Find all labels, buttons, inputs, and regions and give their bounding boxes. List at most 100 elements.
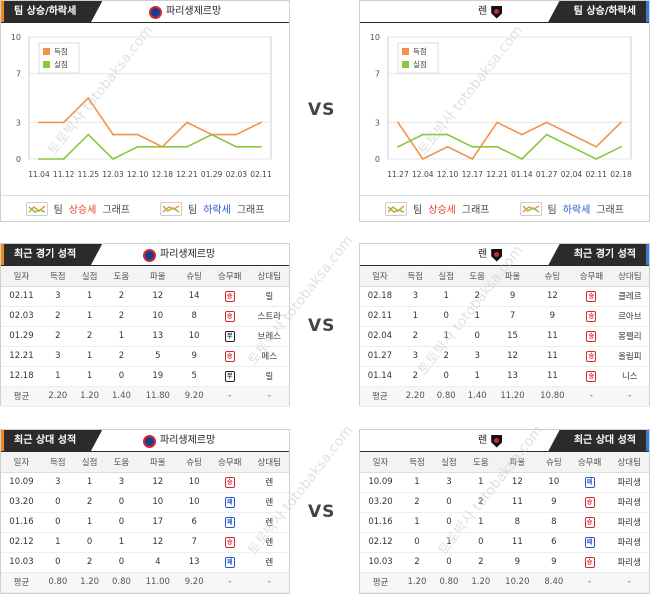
x-tick-label: 12.10 xyxy=(127,170,149,179)
result-badge-draw: 무 xyxy=(224,330,235,342)
result-badge-lose: 패 xyxy=(224,516,235,528)
left-recent-table: 일자 득점 실점 도움 파울 슈팅 승무패 상대팀 02.11 3 1 2 12 14 승 릴 02.03 2 1 2… xyxy=(1,266,289,407)
column-header: 슈팅 xyxy=(537,452,570,473)
table-cell: 02.04 xyxy=(360,326,400,347)
table-row: 10.09 1 3 1 12 10 패 파리생 xyxy=(360,472,649,493)
table-cell: 1 xyxy=(73,472,106,493)
table-cell: 1 xyxy=(461,366,493,387)
right-recent-panel: 렌 최근 경기 성적 일자 득점 실점 도움 파울 슈팅 승무패 상대팀 02.18 3 1 2 9 12… xyxy=(359,243,650,407)
table-cell: 3 xyxy=(399,286,431,307)
x-tick-label: 01.27 xyxy=(536,170,558,179)
table-cell: 1 xyxy=(73,286,106,307)
right-h2h-title: 최근 상대 성적 xyxy=(547,430,646,452)
result-cell: 패 xyxy=(569,532,610,553)
table-cell: 12 xyxy=(496,472,538,493)
table-cell: 2 xyxy=(399,326,431,347)
data-point xyxy=(446,133,449,136)
table-cell: 0 xyxy=(41,492,74,513)
table-cell: 클레르 xyxy=(610,286,649,307)
result-badge-lose: 패 xyxy=(584,476,595,488)
table-cell: 2 xyxy=(73,326,106,347)
result-cell: 무 xyxy=(210,366,250,387)
table-cell: 0 xyxy=(430,306,462,327)
average-row: 평균 0.80 1.20 0.80 11.00 9.20- - xyxy=(1,572,289,593)
series-line-conceded xyxy=(397,133,622,160)
table-cell: 13 xyxy=(492,366,533,387)
table-cell: 메스 xyxy=(249,346,289,367)
result-cell: 승 xyxy=(210,472,250,493)
table-row: 03.20 0 2 0 10 10 패 렌 xyxy=(1,492,289,513)
psg-logo-icon xyxy=(143,434,156,448)
average-cell: 평균 xyxy=(360,386,400,407)
result-cell: 패 xyxy=(210,552,250,573)
table-cell: 3 xyxy=(461,346,493,367)
x-tick-label: 12.17 xyxy=(462,170,484,179)
legend-swatch xyxy=(43,48,50,55)
table-cell: 9 xyxy=(532,306,573,327)
table-cell: 1 xyxy=(432,532,465,553)
table-cell: 10 xyxy=(178,326,211,347)
table-cell: 1 xyxy=(105,326,138,347)
table-cell: 10.09 xyxy=(360,472,402,493)
table-cell: 01.16 xyxy=(360,512,402,533)
x-tick-label: 02.03 xyxy=(226,170,248,179)
column-header: 파울 xyxy=(137,266,179,287)
table-cell: 1 xyxy=(464,472,497,493)
table-cell: 2 xyxy=(73,492,106,513)
x-tick-label: 11.12 xyxy=(53,170,75,179)
left-trend-legend: 팀 상승세 그래프 팀 하락세 그래프 xyxy=(1,195,289,221)
table-cell: 1 xyxy=(401,472,433,493)
table-cell: 렌 xyxy=(249,492,289,513)
table-cell: 17 xyxy=(137,512,179,533)
table-cell: 5 xyxy=(178,366,211,387)
average-cell: 10.80 xyxy=(532,386,573,407)
table-cell: 10 xyxy=(178,492,211,513)
data-point xyxy=(496,145,499,148)
average-cell: - xyxy=(572,386,611,407)
data-point xyxy=(397,121,399,124)
table-cell: 0 xyxy=(432,492,465,513)
result-cell: 승 xyxy=(210,286,250,307)
table-row: 10.09 3 1 3 12 10 승 렌 xyxy=(1,472,289,493)
column-header: 승무패 xyxy=(569,452,610,473)
table-cell: 렌 xyxy=(249,552,289,573)
data-point xyxy=(87,97,90,99)
table-row: 02.11 3 1 2 12 14 승 릴 xyxy=(1,286,289,307)
data-point xyxy=(38,158,40,160)
y-tick-label: 10 xyxy=(370,33,380,42)
table-cell: 12.18 xyxy=(1,366,42,387)
column-header: 상대팀 xyxy=(249,266,289,287)
right-trend-header: 렌 팀 상승/하락세 xyxy=(360,1,649,23)
average-cell: 8.40 xyxy=(537,572,570,593)
table-cell: 2 xyxy=(41,306,74,327)
result-cell: 승 xyxy=(572,346,611,367)
column-header: 실점 xyxy=(73,452,106,473)
data-point xyxy=(112,133,114,136)
legend-down: 팀 하락세 그래프 xyxy=(519,201,624,216)
table-row: 02.03 2 1 2 10 8 승 스트라 xyxy=(1,306,289,327)
data-point xyxy=(136,133,139,136)
y-tick-label: 3 xyxy=(375,118,380,127)
table-cell: 12.21 xyxy=(1,346,42,367)
result-cell: 승 xyxy=(210,306,250,327)
right-h2h-panel: 렌 최근 상대 성적 일자 득점 실점 도움 파울 슈팅 승무패 상대팀 10.09 1 3 1 12 1… xyxy=(359,429,650,594)
right-recent-table: 일자 득점 실점 도움 파울 슈팅 승무패 상대팀 02.18 3 1 2 9 12 승 클레르 02.11 1 0… xyxy=(360,266,649,407)
left-h2h-header: 최근 상대 성적 파리생제르망 xyxy=(1,430,289,452)
table-cell: 02.18 xyxy=(360,286,400,307)
data-point xyxy=(446,145,449,148)
y-tick-label: 3 xyxy=(16,118,21,127)
table-cell: 2 xyxy=(399,366,431,387)
x-tick-label: 02.11 xyxy=(585,170,607,179)
table-cell: 1 xyxy=(399,306,431,327)
column-header: 승무패 xyxy=(572,266,611,287)
series-line-scored xyxy=(397,121,622,161)
legend-label: 득점 xyxy=(413,46,427,56)
left-trend-header: 팀 상승/하락세 파리생제르망 xyxy=(1,1,289,23)
table-row: 02.04 2 1 0 15 11 승 몽펠리 xyxy=(360,326,649,347)
column-header: 도움 xyxy=(105,452,138,473)
table-cell: 9 xyxy=(178,346,211,367)
table-row: 02.12 0 1 0 11 6 패 파리생 xyxy=(360,532,649,553)
left-h2h-table: 일자 득점 실점 도움 파울 슈팅 승무패 상대팀 10.09 3 1 3 12 10 승 렌 03.20 0 2 0… xyxy=(1,452,289,593)
result-badge-win: 승 xyxy=(586,330,597,342)
x-tick-label: 12.21 xyxy=(486,170,508,179)
